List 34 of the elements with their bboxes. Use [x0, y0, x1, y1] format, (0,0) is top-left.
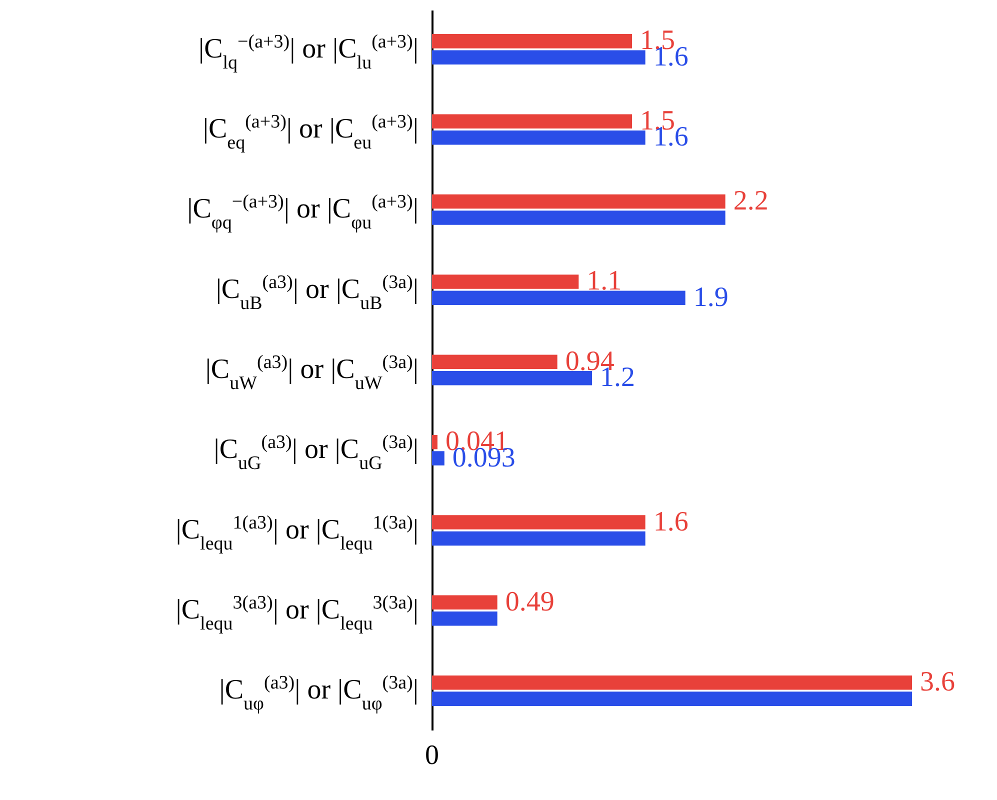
bar	[432, 370, 592, 386]
bar	[432, 290, 686, 306]
y-tick-label: |C$_{lequ}$$^{3(a3)}$| or |C$_{lequ}$$^{3(3a)}$|	[176, 592, 418, 634]
bar	[432, 451, 444, 466]
y-tick-label: |C$_{uB}$$^{(a3)}$| or |C$_{uB}$$^{(3a)}$|	[216, 271, 418, 314]
bar	[432, 354, 558, 370]
bar	[432, 114, 632, 128]
data-label: 3.6	[920, 666, 955, 698]
bar	[432, 692, 912, 706]
y-tick-label: |C$_{eq}$$^{(a+3)}$| or |C$_{eu}$$^{(a+3)}$|	[202, 110, 418, 153]
bar	[432, 434, 438, 450]
bar	[432, 50, 646, 65]
bar	[432, 130, 646, 145]
y-tick-label: |C$_{uφ}$$^{(a3)}$| or |C$_{uφ}$$^{(3a)}$|	[219, 672, 418, 714]
bar	[432, 274, 579, 289]
bar	[432, 194, 726, 209]
bar	[432, 34, 632, 48]
bar	[432, 595, 498, 610]
y-tick-label: |C$_{uW}$$^{(a3)}$| or |C$_{uW}$$^{(3a)}$|	[205, 352, 418, 394]
text: 0	[425, 740, 439, 771]
data-label: 2.2	[733, 186, 768, 217]
y-tick-label: |C$_{φq}$$^{−(a+3)}$| or |C$_{φu}$$^{(a+3)}$|	[187, 191, 418, 234]
bar	[432, 675, 912, 690]
data-label: 1.9	[693, 282, 728, 313]
data-label: 0.49	[505, 586, 554, 618]
bar	[432, 612, 498, 626]
bar	[432, 531, 646, 546]
y-tick-label: |C$_{lequ}$$^{1(a3)}$| or |C$_{lequ}$$^{1(3a)}$|	[176, 512, 418, 554]
bar	[432, 210, 726, 225]
data-label: 1.1	[586, 266, 622, 297]
y-tick-label: |C$_{uG}$$^{(a3)}$| or |C$_{uG}$$^{(3a)}$|	[214, 432, 418, 474]
data-label: 1.6	[653, 506, 688, 538]
y-tick-label: |C$_{lq}$$^{−(a+3)}$| or |C$_{lu}$$^{(a+3)}$|	[198, 30, 418, 73]
bar	[432, 515, 646, 530]
